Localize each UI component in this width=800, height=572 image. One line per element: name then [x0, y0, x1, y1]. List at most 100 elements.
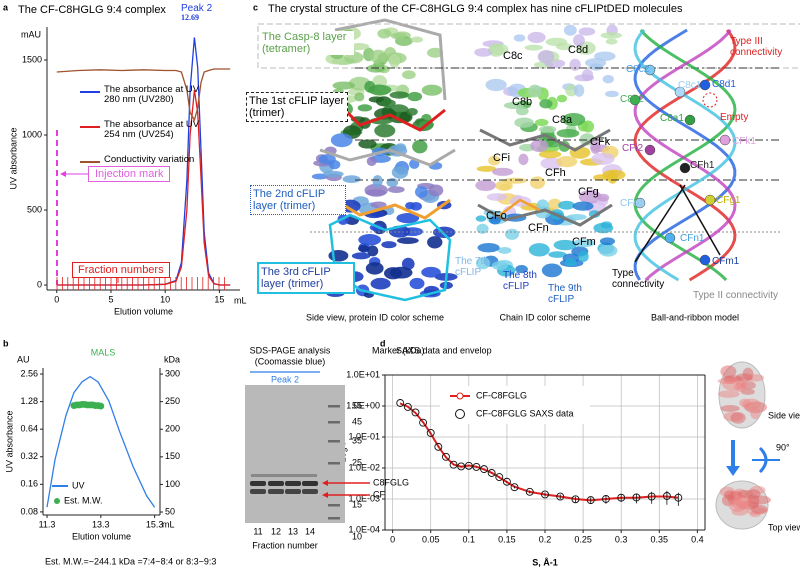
y-tick-label: 500 — [27, 204, 42, 214]
structure-blob — [590, 140, 601, 154]
structure-blob — [358, 244, 369, 252]
data-point — [617, 493, 626, 502]
y-tick-label: 1000 — [22, 129, 42, 139]
structure-blob — [486, 193, 508, 201]
structure-blob — [492, 167, 514, 176]
structure-blob — [391, 165, 409, 179]
gel-band — [251, 474, 317, 477]
ribbon — [633, 29, 737, 282]
arrow — [634, 184, 686, 263]
structure-blob — [718, 390, 740, 398]
ball-label: CFi2 — [622, 143, 644, 154]
structure-blob — [396, 237, 419, 245]
ball-label: CFg1 — [716, 195, 741, 206]
ball-label: CFo1 — [620, 198, 645, 209]
structure-blob — [396, 213, 420, 224]
data-point — [502, 477, 511, 486]
structure-blob — [407, 91, 423, 102]
structure-blob — [354, 92, 365, 102]
data-point — [510, 483, 519, 492]
structure-blob — [475, 215, 487, 222]
structure-blob — [389, 91, 410, 99]
structure-blob — [476, 223, 489, 234]
structure-blob — [515, 106, 529, 116]
structure-blob — [538, 150, 562, 159]
structure-blob — [366, 156, 377, 167]
structure-blob — [365, 262, 384, 275]
y-tick-label: 1.0E-02 — [348, 462, 380, 472]
view-label: Side view — [768, 410, 800, 420]
structure-blob — [599, 237, 616, 246]
chain-label: CFm — [572, 236, 596, 248]
structure-blob — [358, 234, 382, 246]
gel-peak-label: Peak 2 — [271, 374, 299, 384]
y-unit: mAU — [21, 29, 41, 39]
ball-label: CFn1 — [680, 233, 705, 244]
y-tick-label: 0.32 — [20, 451, 38, 461]
layer-outline — [338, 103, 446, 132]
structure-blob — [372, 175, 383, 188]
x-tick-label: 0.4 — [691, 534, 704, 544]
structure-blob — [390, 32, 407, 40]
structure-blob — [597, 193, 610, 202]
x-tick-label: 13.3 — [92, 519, 110, 529]
y-tick-label: 1.0E-03 — [348, 493, 380, 503]
chain-label: CFk — [590, 136, 611, 148]
x-tick-label: 0.1 — [463, 534, 476, 544]
cflip-label: The 9th cFLIP — [548, 283, 582, 305]
structure-blob — [476, 165, 497, 172]
y-tick-label: 2.56 — [20, 368, 38, 378]
structure-blob — [474, 48, 493, 57]
y-tick-label: 0.16 — [20, 479, 38, 489]
lane-label: 11 — [253, 526, 262, 536]
data-point — [674, 493, 683, 502]
band-label: CF — [373, 489, 385, 499]
annotation: Type III connectivity — [730, 36, 783, 58]
structure-blob — [720, 365, 737, 378]
data-point — [442, 452, 450, 461]
chain-label: CFo — [486, 210, 507, 222]
structure-blob — [406, 107, 418, 116]
series-line — [56, 89, 231, 286]
y2-tick-label: 300 — [165, 368, 180, 378]
ball — [664, 232, 676, 244]
y-tick-label: 0 — [37, 279, 42, 289]
ball — [629, 94, 641, 106]
structure-blob — [594, 51, 616, 61]
structure-blob — [421, 266, 441, 278]
legend-label: The absorbance at UV 254 nm (UV254) — [104, 119, 200, 141]
structure-blob — [598, 244, 618, 257]
structure-blob — [537, 49, 555, 64]
ball — [704, 194, 716, 206]
layer-label: The 2nd cFLIP layer (trimer) — [250, 185, 346, 216]
lane-label: 14 — [305, 526, 315, 536]
structure-blob — [561, 113, 586, 127]
structure-blob — [588, 210, 601, 218]
structure-blob — [475, 179, 497, 191]
caption: Chain ID color scheme — [499, 312, 590, 322]
cflip-label: The 7th cFLIP — [455, 256, 489, 278]
structure-blob — [409, 277, 425, 290]
ball — [679, 162, 691, 174]
ball — [699, 254, 711, 266]
ball-label: CFh1 — [690, 160, 715, 171]
structure-blob — [328, 159, 341, 170]
structure-blob — [605, 90, 619, 98]
annotation: Type connectivity — [612, 268, 665, 290]
marker-value: 45 — [352, 416, 362, 426]
structure-blob — [530, 139, 549, 153]
chain-label: C8d — [568, 44, 589, 56]
structure-blob — [539, 99, 553, 109]
data-point — [495, 473, 504, 482]
structure-blob — [491, 261, 508, 271]
structure-blob — [330, 133, 353, 148]
footnote: Est. M.W.=~244.1 kDa =7:4~8:4 or 8:3~9:3 — [45, 556, 216, 566]
structure-blob — [724, 490, 736, 500]
legend-label: UV — [72, 480, 85, 490]
structure-blob — [717, 378, 741, 385]
structure-blob — [412, 139, 428, 154]
structure-blob — [414, 186, 428, 198]
legend-swatch — [456, 392, 464, 400]
chain-label: CFn — [528, 222, 549, 234]
x-axis-label: Elution volume — [114, 306, 173, 316]
